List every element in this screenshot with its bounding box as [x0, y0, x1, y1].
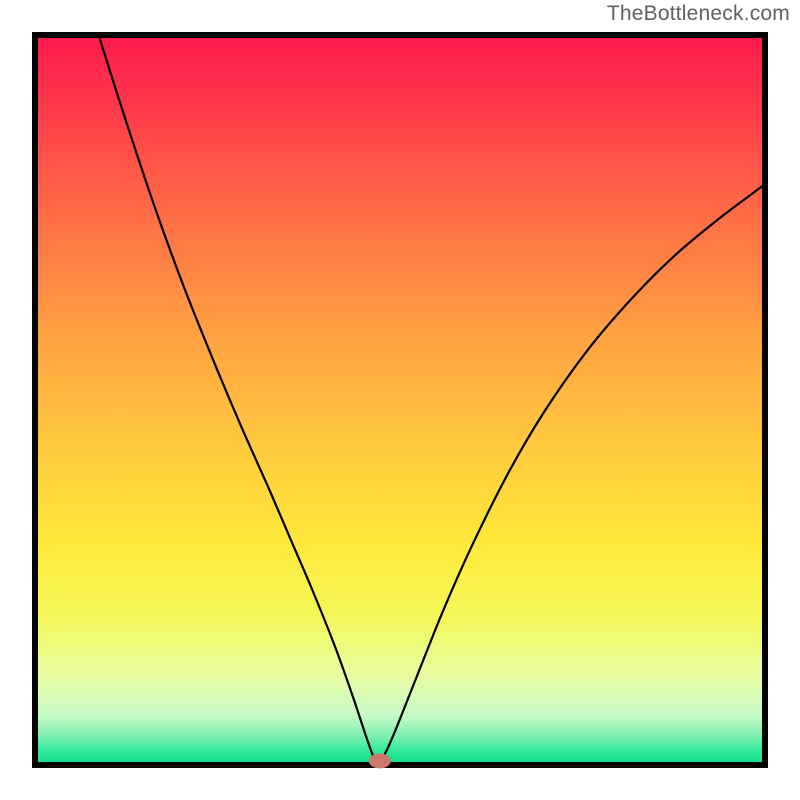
bottleneck-curve — [38, 38, 762, 762]
watermark-text: TheBottleneck.com — [607, 2, 790, 26]
chart-plot-area — [38, 38, 762, 762]
optimum-marker — [369, 753, 391, 768]
chart-frame — [32, 32, 768, 768]
